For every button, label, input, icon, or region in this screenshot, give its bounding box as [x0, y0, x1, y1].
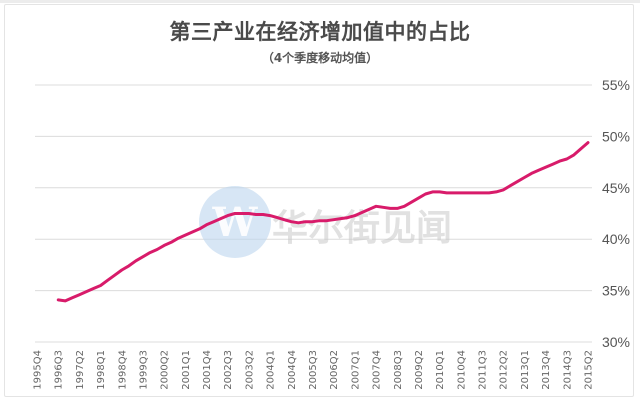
x-tick-label: 2007Q1 — [350, 350, 361, 390]
x-tick-label: 1999Q3 — [138, 350, 149, 390]
x-tick-label: 1997Q2 — [75, 350, 86, 390]
x-axis-ticks: 1995Q4 1996Q3 1997Q2 1998Q1 1998Q4 1999Q3 2000… — [33, 350, 595, 390]
x-tick-label: 2005Q3 — [308, 350, 319, 390]
x-tick-label: 2010Q4 — [456, 350, 467, 390]
y-axis-ticks: 55% 50% 45% 40% 35% 30% — [602, 77, 630, 350]
top-border — [0, 0, 640, 3]
y-tick-label: 35% — [602, 283, 630, 299]
x-tick-label: 2010Q1 — [435, 350, 446, 390]
x-tick-label: 2002Q3 — [223, 350, 234, 390]
x-tick-label: 1998Q1 — [96, 350, 107, 390]
watermark-logo-icon — [199, 186, 271, 258]
y-tick-label: 40% — [602, 231, 630, 247]
x-tick-label: 2004Q4 — [287, 350, 298, 390]
y-tick-label: 50% — [602, 128, 630, 144]
watermark-logo-letter: W — [212, 199, 259, 246]
series-line — [56, 141, 590, 303]
x-tick-label: 2011Q3 — [478, 350, 489, 390]
x-tick-label: 1998Q4 — [117, 350, 128, 390]
x-tick-label: 2009Q2 — [414, 350, 425, 390]
x-tick-label: 1996Q3 — [54, 350, 65, 390]
x-tick-label: 2003Q2 — [244, 350, 255, 390]
x-tick-label: 2008Q3 — [393, 350, 404, 390]
x-tick-label: 2001Q4 — [202, 350, 213, 390]
x-tick-label: 2006Q2 — [329, 350, 340, 390]
x-tick-label: 2004Q1 — [266, 350, 277, 390]
x-tick-label: 1995Q4 — [33, 350, 44, 390]
y-tick-label: 45% — [602, 180, 630, 196]
y-tick-label: 55% — [602, 77, 630, 93]
x-tick-label: 2013Q1 — [520, 350, 531, 390]
x-tick-label: 2012Q2 — [499, 350, 510, 390]
y-tick-label: 30% — [602, 334, 630, 350]
gridlines — [35, 84, 592, 343]
chart-title: 第三产业在经济增加值中的占比 — [169, 20, 471, 44]
chart-frame — [4, 4, 634, 397]
x-tick-label: 2014Q3 — [562, 350, 573, 390]
x-tick-label: 2015Q2 — [584, 350, 595, 390]
x-tick-label: 2013Q4 — [541, 350, 552, 390]
x-tick-label: 2007Q4 — [372, 350, 383, 390]
x-tick-label: 2001Q1 — [181, 350, 192, 390]
x-tick-label: 2000Q2 — [160, 350, 171, 390]
chart-subtitle: （4个季度移动均值） — [261, 51, 379, 65]
